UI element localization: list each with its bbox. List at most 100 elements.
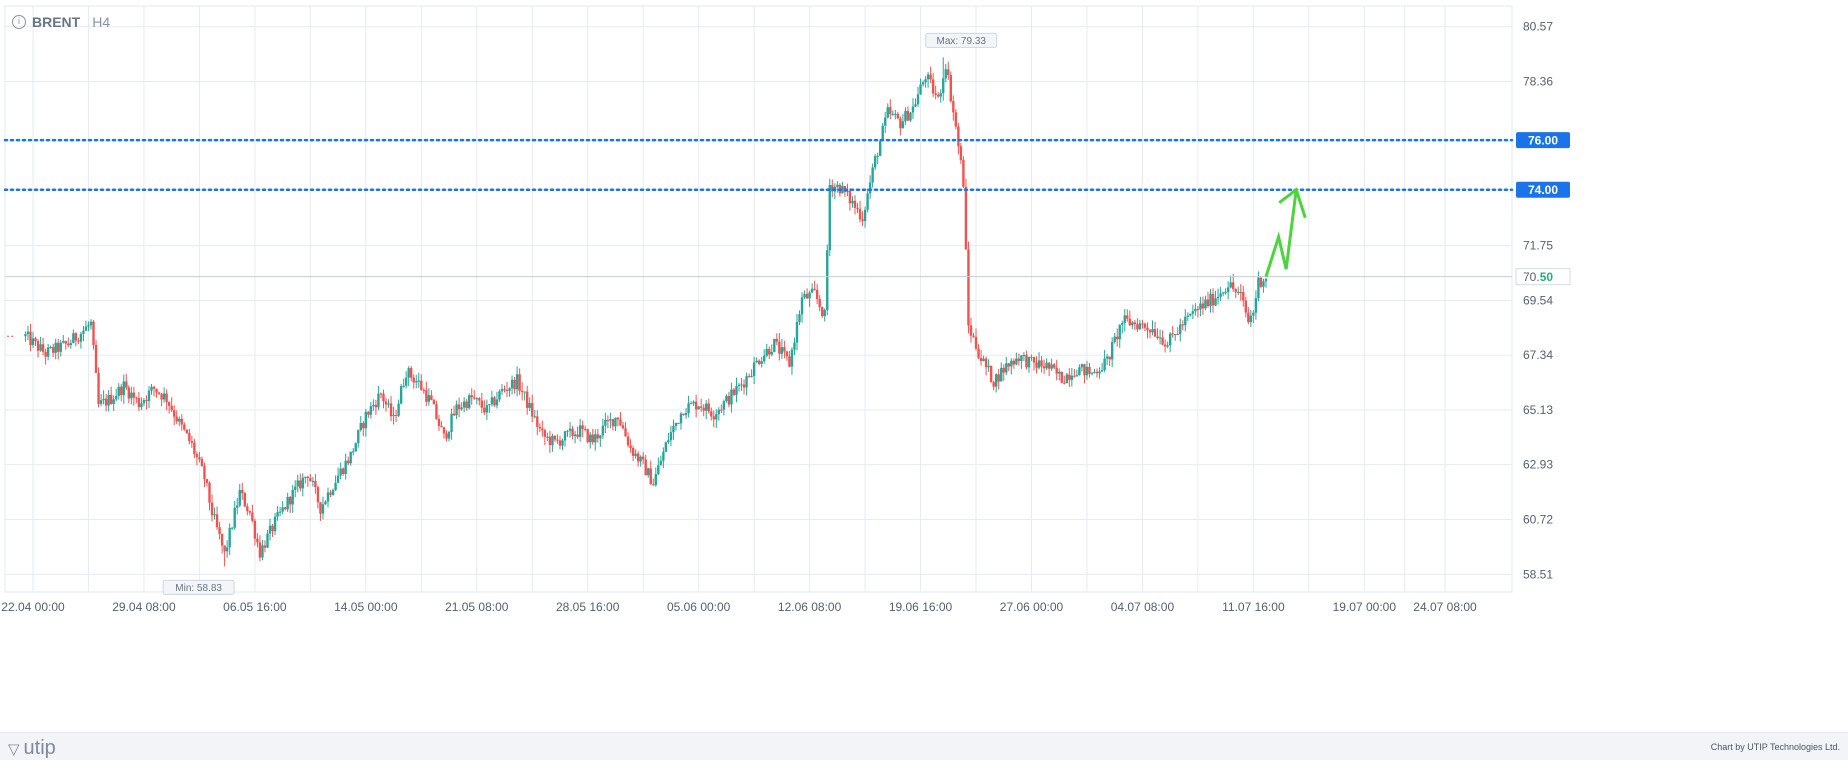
candle-body [533,416,536,418]
candle-body [271,525,274,532]
candle-body [407,368,410,378]
candle-body [788,356,791,367]
candle [1100,362,1104,372]
candle [614,417,617,432]
candle-body [944,69,947,79]
candle [195,451,199,466]
candle-body [707,403,710,412]
candle [49,345,52,349]
candle [1179,318,1182,342]
candle [687,395,690,418]
candle-body [1239,291,1242,293]
logo-text: utip [23,737,56,759]
candle-body [576,434,579,437]
candle [488,403,491,413]
candle [1070,367,1074,387]
candle-body [309,478,312,482]
candle [851,196,854,208]
candle-body [662,451,665,461]
candle-body [599,435,602,439]
candle-body [415,381,418,383]
candle [24,331,27,342]
candle [652,478,655,486]
candle-body [1264,278,1268,282]
candle-body [551,435,554,446]
candle-body [359,422,362,431]
x-tick-label: 19.06 16:00 [889,600,953,614]
candle-body [213,514,216,516]
candle [1166,341,1169,349]
candle [407,366,410,387]
candle-body [1017,358,1021,361]
candle [435,400,438,420]
candle-body [321,504,325,514]
candle-body [586,429,589,443]
candle [1254,290,1258,320]
candle [362,421,365,437]
candle [102,390,105,405]
price-chart[interactable]: 22.04 00:00 29.04 08:00 06.05 16:00 14.05 0… [0,0,1848,732]
candle-body [815,289,819,300]
candle-body [1025,354,1028,368]
candle-body [578,425,582,437]
candle [1161,330,1164,346]
candle-body [276,511,279,517]
candle-body [379,393,383,395]
candle [205,478,209,487]
y-tick-label: 62.93 [1523,458,1553,472]
candle [1037,352,1041,370]
x-tick-label: 21.05 08:00 [445,600,509,614]
candle [715,409,718,428]
candle-body [462,401,466,408]
candle [286,492,289,513]
x-tick-label: 14.05 00:00 [334,600,398,614]
timeframe-label[interactable]: H4 [92,14,111,30]
candle [735,377,738,403]
candle-body [916,94,920,105]
candle-body [543,430,547,437]
candle [518,368,521,395]
candle [369,401,373,419]
candle [99,394,103,407]
x-axis: 22.04 00:00 29.04 08:00 06.05 16:00 14.05 0… [1,600,1477,614]
candle [155,388,158,398]
candle-body [1060,371,1063,383]
info-icon[interactable]: i [12,15,26,29]
candle [1226,281,1230,300]
candle [258,535,262,562]
candle [311,477,315,487]
candle-body [795,321,799,343]
candle [336,467,340,484]
candle [1095,368,1099,378]
candle [445,430,448,442]
candle [856,203,859,213]
candle-body [1242,292,1245,301]
candle-body [899,118,902,129]
credit-text: Chart by UTIP Technologies Ltd. [1710,742,1840,752]
candle-body [233,507,236,528]
candle-body [682,413,685,416]
candle [957,123,960,155]
candle-body [810,288,814,293]
candle [712,410,715,428]
candle [382,389,385,409]
candle-body [1126,315,1129,319]
candle-body [26,331,30,335]
candle [437,414,441,431]
candle [1078,364,1081,376]
candle-body [87,325,90,327]
candle-body [866,193,869,210]
candle [586,428,589,444]
candle-body [677,422,680,424]
candle-body [483,407,486,413]
candle [531,394,534,423]
candle [679,411,683,430]
candle-body [92,321,95,345]
candle-body [914,104,917,107]
candle [346,456,350,466]
candle [911,98,915,119]
candle [636,451,640,467]
candle [1168,332,1172,353]
candle [737,382,741,392]
candle [276,506,279,521]
